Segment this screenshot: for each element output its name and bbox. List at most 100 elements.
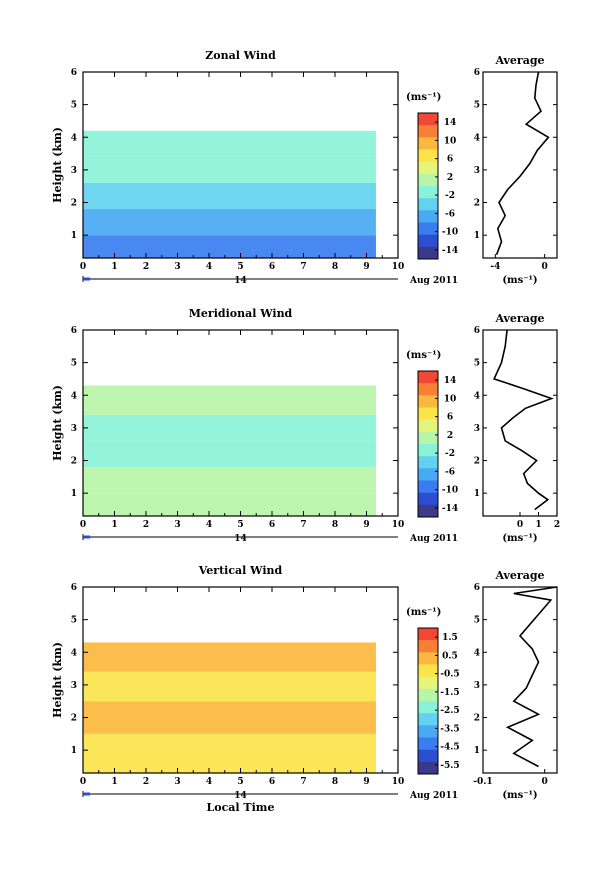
average-profile-line (505, 586, 558, 768)
x-axis-label: Local Time (207, 801, 275, 814)
y-tick-label: 1 (71, 489, 77, 499)
y-tick-label: 6 (71, 326, 77, 336)
colorbar-tick-label: -0.5 (440, 670, 459, 680)
y-tick-label: 1 (71, 231, 77, 241)
colorbar-swatch (418, 504, 438, 518)
colorbar-tick-label: -6 (445, 467, 455, 477)
panel-title: Vertical Wind (198, 564, 283, 577)
x-tick-label: 4 (206, 777, 212, 787)
average-profile-line (495, 71, 550, 255)
x-tick-label: 3 (174, 777, 180, 787)
heatmap-layer-4 (83, 385, 376, 415)
x-tick-label: 7 (300, 520, 306, 530)
colorbar-swatch (418, 234, 438, 248)
y-tick-label: 6 (71, 583, 77, 593)
x-tick-label: 0 (80, 520, 86, 530)
panel-title: Meridional Wind (189, 307, 293, 320)
x-tick-label: 0 (80, 262, 86, 272)
average-y-tick-label: 1 (474, 489, 480, 499)
x-tick-label: 6 (269, 777, 275, 787)
heatmap-layer-2 (83, 182, 376, 210)
heatmap-layer-4 (83, 130, 376, 157)
panel-title: Zonal Wind (205, 49, 276, 62)
x-tick-label: 7 (300, 262, 306, 272)
colorbar-tick-label: -2.5 (440, 706, 459, 716)
average-x-tick-label: 2 (554, 520, 560, 530)
average-y-tick-label: 2 (474, 199, 480, 209)
colorbar-unit-label: (ms⁻¹) (406, 92, 441, 103)
colorbar-tick-label: -6 (445, 209, 455, 219)
y-tick-label: 2 (71, 199, 77, 209)
y-tick-label: 4 (71, 133, 77, 143)
y-axis-label: Height (km) (51, 127, 64, 203)
colorbar-tick-label: -14 (442, 246, 458, 256)
y-tick-label: 4 (71, 648, 77, 658)
colorbar-swatch (418, 444, 438, 457)
heatmap-layer-0 (83, 733, 376, 773)
colorbar-swatch (418, 125, 438, 138)
colorbar-tick-label: 2 (447, 173, 453, 183)
y-axis-label: Height (km) (51, 642, 64, 718)
colorbar-swatch (418, 395, 438, 408)
colorbar-swatch (418, 749, 438, 763)
average-y-tick-label: 3 (474, 166, 480, 176)
colorbar-tick-label: 10 (444, 136, 457, 146)
average-x-tick-label: -4 (490, 262, 500, 272)
average-y-tick-label: 5 (474, 359, 480, 369)
x-tick-label: 9 (363, 520, 369, 530)
y-tick-label: 1 (71, 746, 77, 756)
colorbar-swatch (418, 456, 438, 469)
colorbar-swatch (418, 173, 438, 187)
x-tick-label: 1 (111, 777, 117, 787)
colorbar-tick-label: -10 (442, 228, 458, 238)
colorbar-tick-label: 2 (447, 431, 453, 441)
day-label: 14 (234, 276, 247, 286)
y-axis-label: Height (km) (51, 385, 64, 461)
x-tick-label: 2 (143, 262, 149, 272)
colorbar-tick-label: 1.5 (442, 633, 458, 643)
x-tick-label: 10 (392, 777, 405, 787)
average-x-label: (ms⁻¹) (502, 533, 537, 544)
y-tick-label: 5 (71, 359, 77, 369)
colorbar-swatch (418, 186, 438, 199)
average-profile-line (493, 329, 554, 511)
date-axis-marker (84, 792, 90, 796)
colorbar-tick-label: -4.5 (440, 743, 459, 753)
average-y-tick-label: 3 (474, 424, 480, 434)
colorbar-tick-label: -2 (445, 191, 455, 201)
y-tick-label: 3 (71, 681, 77, 691)
average-y-tick-label: 2 (474, 714, 480, 724)
average-x-label: (ms⁻¹) (502, 790, 537, 801)
colorbar-swatch (418, 407, 438, 420)
average-y-tick-label: 5 (474, 616, 480, 626)
x-tick-label: 5 (237, 520, 243, 530)
colorbar-frame (417, 370, 439, 518)
average-frame (482, 329, 558, 517)
date-label: Aug 2011 (409, 791, 458, 801)
x-tick-label: 6 (269, 262, 275, 272)
colorbar-swatch (418, 149, 438, 162)
x-tick-label: 9 (363, 777, 369, 787)
colorbar-swatch (418, 701, 438, 714)
average-y-tick-label: 2 (474, 457, 480, 467)
colorbar-swatch (418, 246, 438, 260)
y-tick-label: 6 (71, 68, 77, 78)
x-tick-label: 3 (174, 520, 180, 530)
colorbar-frame (417, 112, 439, 260)
colorbar-frame (417, 627, 439, 775)
colorbar-tick-label: -1.5 (440, 688, 459, 698)
y-tick-label: 2 (71, 457, 77, 467)
colorbar-tick-label: 6 (447, 155, 453, 165)
average-title: Average (494, 54, 544, 67)
heatmap-layer-3 (83, 642, 376, 672)
colorbar-swatch (418, 737, 438, 750)
x-tick-label: 7 (300, 777, 306, 787)
colorbar-swatch (418, 480, 438, 493)
x-tick-label: 1 (111, 520, 117, 530)
average-y-tick-label: 4 (474, 648, 480, 658)
colorbar-tick-label: 14 (444, 118, 457, 128)
